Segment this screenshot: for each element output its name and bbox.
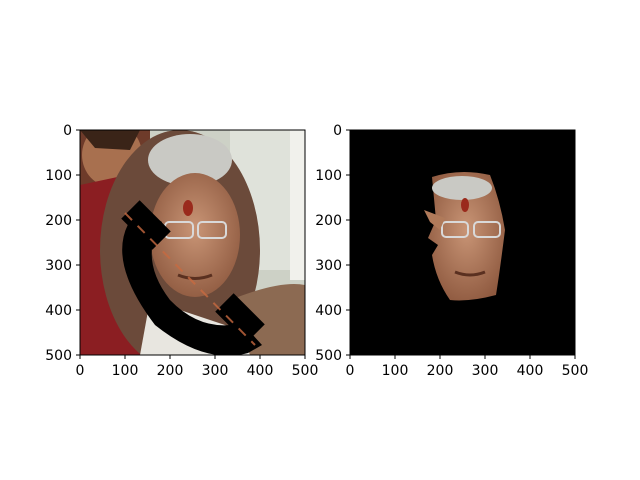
right-x-tick-label: 100 bbox=[382, 363, 409, 379]
left-x-tick-label: 500 bbox=[292, 363, 319, 379]
right-y-axis: 0 100 200 300 400 500 bbox=[315, 123, 350, 364]
left-y-tick-label: 200 bbox=[45, 213, 72, 229]
left-y-axis: 0 100 200 300 400 500 bbox=[45, 123, 80, 364]
left-x-axis: 0 100 200 300 400 500 bbox=[76, 355, 319, 379]
left-x-tick-label: 300 bbox=[202, 363, 229, 379]
right-x-tick-label: 500 bbox=[562, 363, 589, 379]
right-y-tick-label: 500 bbox=[315, 348, 342, 364]
left-x-tick-label: 400 bbox=[247, 363, 274, 379]
right-x-tick-label: 300 bbox=[472, 363, 499, 379]
right-y-tick-label: 200 bbox=[315, 213, 342, 229]
left-x-tick-label: 200 bbox=[157, 363, 184, 379]
left-y-tick-label: 300 bbox=[45, 258, 72, 274]
left-y-tick-label: 0 bbox=[63, 123, 72, 139]
left-x-tick-label: 100 bbox=[112, 363, 139, 379]
right-x-axis: 0 100 200 300 400 500 bbox=[346, 355, 589, 379]
right-x-tick-label: 200 bbox=[427, 363, 454, 379]
left-y-tick-label: 100 bbox=[45, 168, 72, 184]
right-y-tick-label: 300 bbox=[315, 258, 342, 274]
right-y-tick-label: 100 bbox=[315, 168, 342, 184]
right-photo bbox=[350, 130, 575, 355]
right-x-tick-label: 0 bbox=[346, 363, 355, 379]
right-axes-frame bbox=[349, 129, 576, 356]
left-axes-frame bbox=[79, 129, 306, 356]
right-y-tick-label: 0 bbox=[333, 123, 342, 139]
left-y-tick-label: 500 bbox=[45, 348, 72, 364]
left-y-tick-label: 400 bbox=[45, 303, 72, 319]
left-image-panel: 0 100 200 300 400 500 0 100 200 300 400 500 bbox=[45, 123, 318, 379]
left-x-tick-label: 0 bbox=[76, 363, 85, 379]
right-x-tick-label: 400 bbox=[517, 363, 544, 379]
right-y-tick-label: 400 bbox=[315, 303, 342, 319]
right-image-panel: 0 100 200 300 400 500 0 100 200 300 400 500 bbox=[315, 123, 588, 379]
left-photo bbox=[80, 130, 305, 355]
